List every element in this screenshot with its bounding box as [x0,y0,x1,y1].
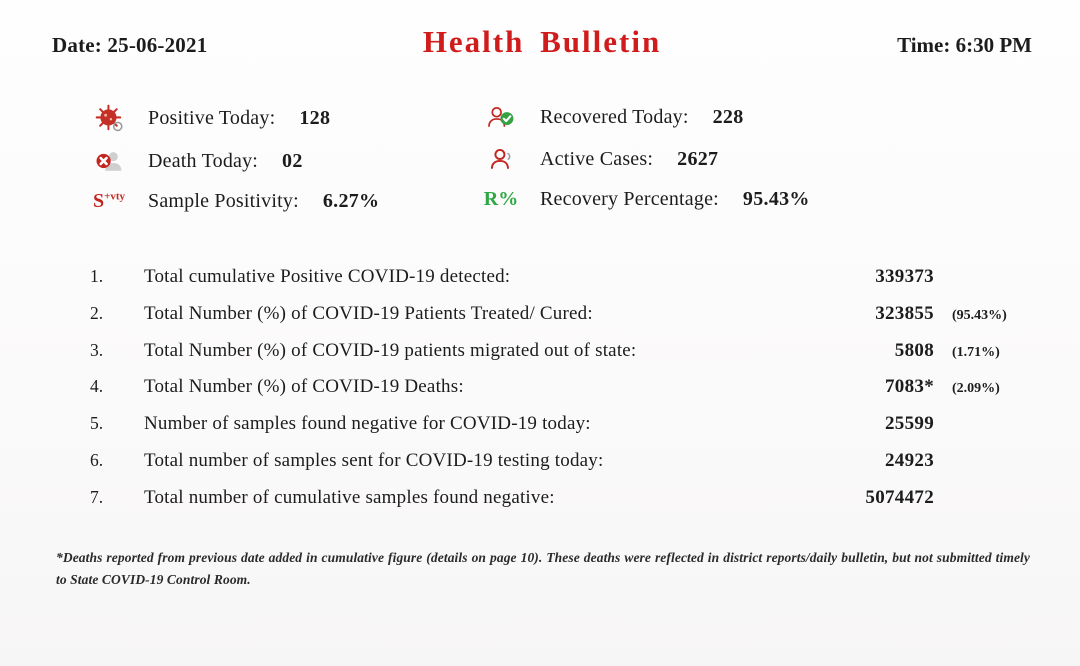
row-label: Total Number (%) of COVID-19 patients mi… [144,339,637,361]
bulletin-time: Time: 6:30 PM [897,33,1033,57]
summary-left-column: Positive Today: 128 Death Today: [90,104,482,213]
row-number: 7. [90,486,104,507]
row-value: 5074472 [865,486,934,508]
table-row: 3. Total Number (%) of COVID-19 patients… [90,339,1032,363]
recovery-percentage-label: Recovery Percentage: [540,188,719,210]
recovered-today-row: Recovered Today: 228 [482,104,810,130]
recovery-percentage-row: R% Recovery Percentage: 95.43% [482,188,810,211]
table-row: 2. Total Number (%) of COVID-19 Patients… [90,302,1032,326]
bulletin-title: Health Bulletin [422,24,662,59]
table-row: 6. Total number of samples sent for COVI… [90,449,1032,473]
row-percentage: (1.71%) [952,344,1000,360]
recovery-percentage-icon: R% [483,188,519,210]
sample-positivity-icon: S+vty [92,190,126,212]
row-value: 7083* [885,376,934,398]
row-percentage: (95.43%) [952,307,1007,323]
row-label: Total number of cumulative samples found… [144,486,555,508]
row-value: 323855 [875,302,934,324]
table-row: 1. Total cumulative Positive COVID-19 de… [90,265,1032,289]
cumulative-stats-table: 1. Total cumulative Positive COVID-19 de… [90,265,1032,509]
table-row: 5. Number of samples found negative for … [90,412,1032,436]
death-today-value: 02 [282,149,303,172]
recovery-percentage-value: 95.43% [742,188,810,210]
sample-positivity-value: 6.27% [322,190,380,212]
recovered-check-icon [482,104,520,130]
virus-icon [90,104,128,132]
sample-positivity-row: S+vty Sample Positivity: 6.27% [90,190,482,213]
row-label: Total Number (%) of COVID-19 Patients Tr… [144,302,593,324]
row-value: 25599 [885,413,934,434]
row-label: Number of samples found negative for COV… [144,413,591,434]
row-number: 4. [90,376,104,397]
row-label: Total Number (%) of COVID-19 Deaths: [144,376,464,398]
death-today-label: Death Today: [148,149,259,172]
active-cases-row: Active Cases: 2627 [482,146,810,172]
summary-right-column: Recovered Today: 228 Active Cases: 2627 … [482,104,810,213]
active-cases-icon [482,146,520,172]
row-value: 5808 [894,339,934,361]
bulletin-header: Date: 25-06-2021 Health Bulletin Time: 6… [52,24,1032,60]
row-number: 3. [90,339,104,360]
row-percentage: (2.09%) [952,381,1000,397]
bulletin-date: Date: 25-06-2021 [52,33,208,57]
positive-today-row: Positive Today: 128 [90,104,482,132]
recovered-today-value: 228 [712,105,744,128]
row-number: 5. [90,413,104,433]
deaths-footnote: *Deaths reported from previous date adde… [56,550,1030,587]
row-label: Total cumulative Positive COVID-19 detec… [144,266,511,287]
row-number: 2. [90,302,104,323]
recovered-today-label: Recovered Today: [540,105,689,128]
table-row: 4. Total Number (%) of COVID-19 Deaths: … [90,375,1032,399]
row-label: Total number of samples sent for COVID-1… [144,449,604,471]
positive-today-label: Positive Today: [148,106,276,129]
active-cases-value: 2627 [677,147,719,170]
row-number: 6. [90,449,104,470]
death-cross-icon [90,148,128,174]
row-number: 1. [90,266,104,286]
row-value: 24923 [885,449,934,471]
row-value: 339373 [875,266,934,287]
summary-stats: Positive Today: 128 Death Today: [90,104,1032,213]
death-today-row: Death Today: 02 [90,148,482,174]
sample-positivity-label: Sample Positivity: [148,190,299,212]
positive-today-value: 128 [299,106,331,129]
active-cases-label: Active Cases: [540,147,654,170]
table-row: 7. Total number of cumulative samples fo… [90,486,1032,510]
